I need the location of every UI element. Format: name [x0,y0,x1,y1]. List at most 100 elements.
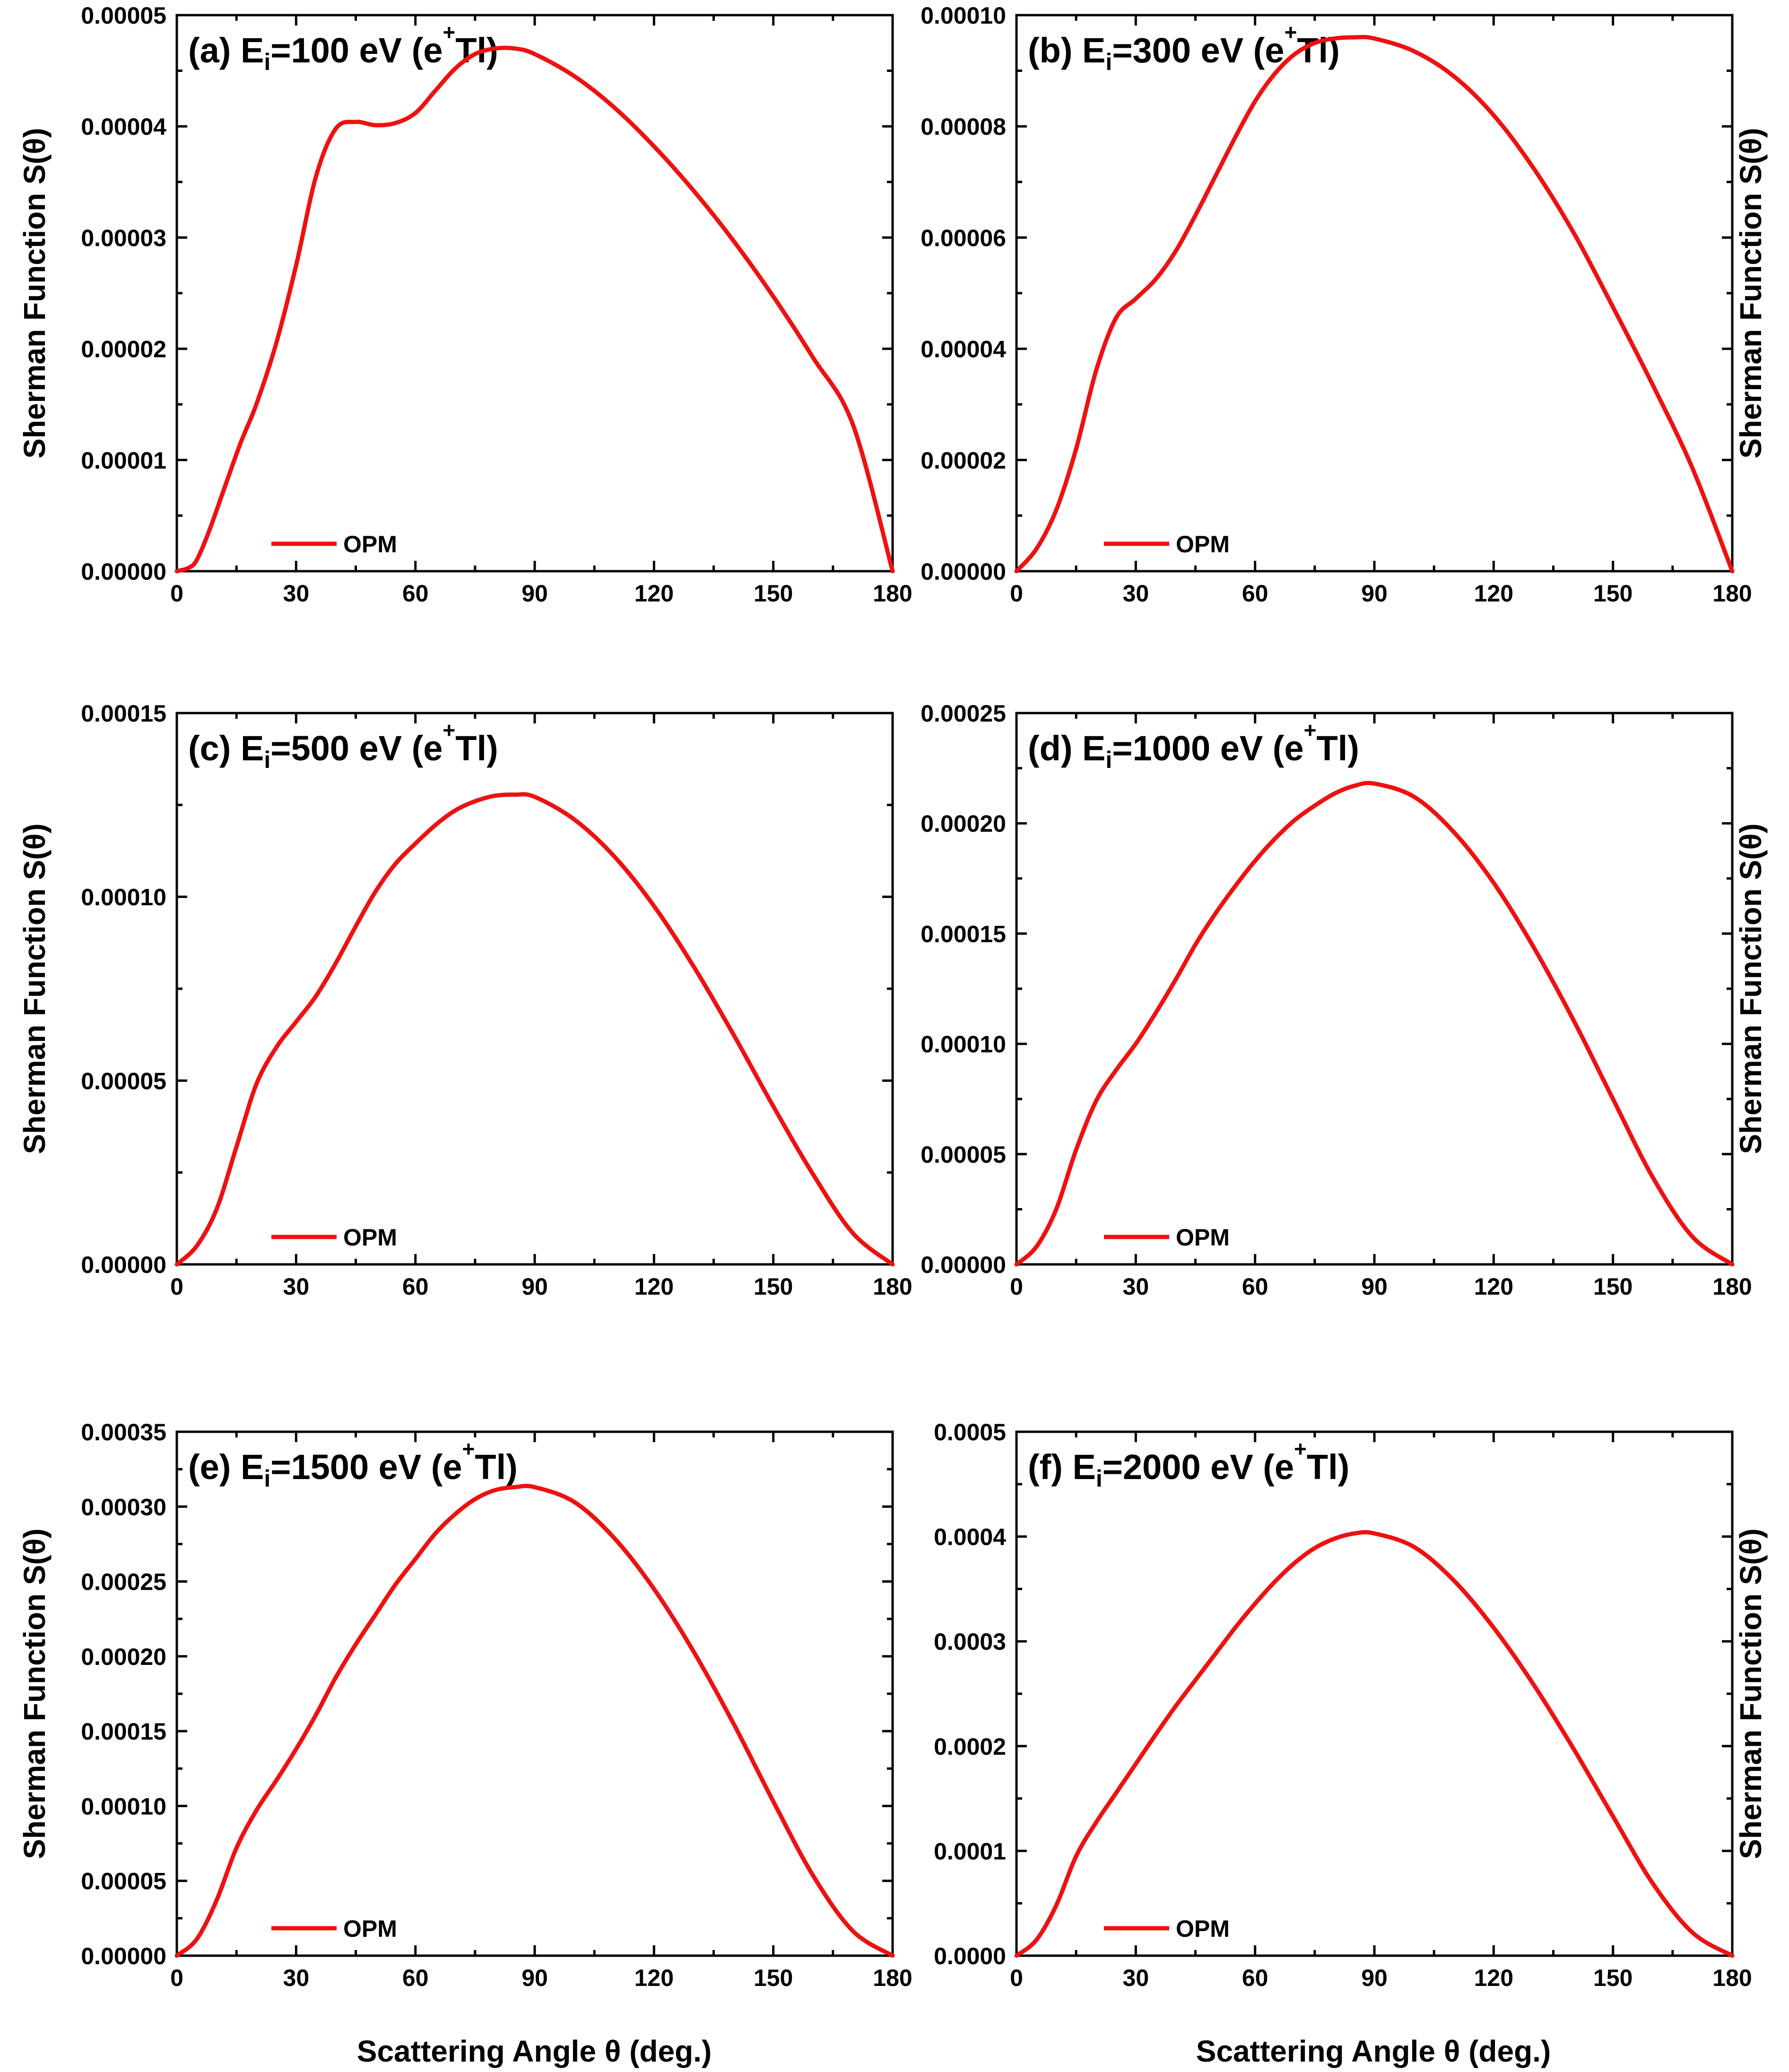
series-line-e-opm [174,1484,895,1958]
panel-title-mid-e: =1500 eV (e [270,1447,462,1487]
y-tick-label-f-5: 0.0005 [934,1419,1006,1445]
series-line-a-opm [174,45,895,574]
x-tick-label-b-3: 90 [1361,580,1388,607]
y-tick-label-f-1: 0.0001 [934,1838,1006,1864]
shared-xlabel-left: Scattering Angle θ (deg.) [357,2034,712,2068]
y-tick-label-e-7: 0.00035 [81,1419,166,1445]
x-tick-label-b-5: 150 [1593,580,1633,607]
x-tick-label-b-1: 30 [1123,580,1149,607]
panel-title-prefix-d: (d) E [1028,729,1105,768]
y-tick-label-a-1: 0.00001 [81,447,166,474]
x-tick-label-e-1: 30 [283,1965,310,1991]
plot-frame-f [1015,1430,1734,1957]
x-tick-label-d-0: 0 [1010,1273,1023,1300]
x-tick-label-a-6: 180 [873,580,912,607]
y-tick-label-e-2: 0.00010 [81,1793,166,1820]
y-tick-label-c-0: 0.00000 [81,1252,166,1278]
y-tick-label-c-2: 0.00010 [81,884,166,911]
y-tick-label-f-3: 0.0003 [934,1628,1006,1655]
panel-title-mid-b: =300 eV (e [1112,31,1284,70]
panel-title-d: (d) Ei=1000 eV (e+Tl) [1028,718,1359,773]
legend-label-f: OPM [1176,1915,1230,1942]
y-tick-label-e-6: 0.00030 [81,1494,166,1520]
legend-label-a: OPM [343,531,397,557]
x-tick-label-a-5: 150 [754,580,793,607]
y-tick-label-a-3: 0.00003 [81,225,166,251]
x-tick-label-e-0: 0 [170,1965,183,1991]
x-tick-label-c-1: 30 [283,1273,310,1300]
panel-e: 0 30 60 90 120 150 180 0.00000 0.00005 0.00010 0.0… [17,1419,912,1991]
plot-frame-a [175,14,894,573]
panel-title-mid-a: =100 eV (e [270,31,443,70]
x-tick-label-d-5: 150 [1593,1273,1633,1300]
y-tick-label-a-5: 0.00005 [81,2,166,29]
panel-a: 0 30 60 90 120 150 180 0.00000 0.00001 0.00002 0.0… [17,2,912,607]
x-tick-label-f-5: 150 [1593,1965,1633,1991]
y-tick-label-f-2: 0.0002 [934,1733,1006,1760]
x-tick-label-e-3: 90 [521,1965,548,1991]
y-tick-label-d-0: 0.00000 [921,1252,1006,1278]
y-tick-label-e-0: 0.00000 [81,1943,166,1969]
y-tick-label-e-1: 0.00005 [81,1868,166,1895]
x-tick-label-b-0: 0 [1010,580,1023,607]
series-line-f-opm [1014,1530,1735,1958]
panel-title-c: (c) Ei=500 eV (e+Tl) [188,718,498,773]
plot-frame-d [1015,712,1734,1266]
panel-title-prefix-c: (c) E [188,729,264,768]
x-tick-label-e-4: 120 [634,1965,674,1991]
panel-title-prefix-b: (b) E [1028,31,1105,70]
legend-label-e: OPM [343,1915,397,1942]
panel-title-sub-a: i [264,49,270,75]
panel-title-prefix-e: (e) E [188,1447,264,1487]
panel-title-suffix-e: Tl) [475,1447,517,1487]
panel-d: 0 30 60 90 120 150 180 0.00000 0.00005 0.00010 0.0… [921,700,1768,1300]
panel-title-suffix-d: Tl) [1316,729,1359,768]
x-tick-label-d-3: 90 [1361,1273,1388,1300]
y-axis-title-c: Sherman Function S(θ) [17,823,52,1154]
x-tick-label-f-6: 180 [1712,1965,1752,1991]
panel-title-mid-f: =2000 eV (e [1103,1447,1294,1487]
x-tick-label-c-0: 0 [170,1273,183,1300]
y-axis-title-e: Sherman Function S(θ) [17,1528,52,1859]
y-tick-label-b-2: 0.00004 [921,336,1006,363]
x-tick-label-c-2: 60 [402,1273,429,1300]
panel-title-suffix-c: Tl) [455,729,498,768]
x-tick-label-f-0: 0 [1010,1965,1023,1991]
panel-title-mid-d: =1000 eV (e [1112,729,1303,768]
x-tick-label-a-1: 30 [283,580,310,607]
panel-title-sup-c: + [443,718,455,742]
x-tick-label-a-3: 90 [521,580,548,607]
y-tick-label-b-4: 0.00008 [921,113,1006,140]
y-axis-title-a: Sherman Function S(θ) [17,128,52,459]
panel-title-b: (b) Ei=300 eV (e+Tl) [1028,20,1340,75]
y-tick-label-c-3: 0.00015 [81,700,166,727]
x-tick-label-a-2: 60 [402,580,429,607]
x-tick-label-f-3: 90 [1361,1965,1388,1991]
panel-title-f: (f) Ei=2000 eV (e+Tl) [1028,1436,1349,1492]
y-tick-label-f-4: 0.0004 [934,1524,1006,1550]
series-line-c-opm [174,792,895,1267]
y-tick-label-d-5: 0.00025 [921,700,1006,727]
x-tick-label-f-2: 60 [1242,1965,1268,1991]
y-tick-label-f-0: 0.0000 [934,1943,1006,1969]
panel-f: 0 30 60 90 120 150 180 0.0000 0.0001 0.0002 0.0003… [934,1419,1768,1991]
x-tick-label-b-6: 180 [1712,580,1752,607]
panel-title-prefix-f: (f) E [1028,1447,1096,1487]
legend-label-b: OPM [1176,531,1230,557]
legend-label-c: OPM [343,1224,397,1251]
series-line-d-opm [1014,781,1735,1267]
x-tick-label-c-3: 90 [521,1273,548,1300]
plot-frame-b [1015,14,1734,573]
panel-title-sub-d: i [1105,747,1112,773]
y-tick-label-e-3: 0.00015 [81,1718,166,1745]
panel-title-sup-e: + [462,1436,475,1461]
y-tick-label-d-1: 0.00005 [921,1141,1006,1168]
x-tick-label-d-4: 120 [1474,1273,1513,1300]
x-tick-label-d-6: 180 [1712,1273,1752,1300]
series-line-b-opm [1014,35,1735,574]
x-tick-label-c-6: 180 [873,1273,912,1300]
y-tick-label-d-4: 0.00020 [921,810,1006,837]
y-tick-label-e-4: 0.00020 [81,1644,166,1670]
panel-title-sup-d: + [1304,718,1317,742]
